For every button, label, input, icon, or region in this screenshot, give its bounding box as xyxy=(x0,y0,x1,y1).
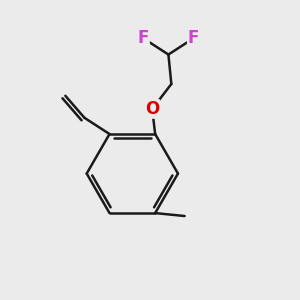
Text: O: O xyxy=(145,100,159,118)
Text: F: F xyxy=(188,29,199,47)
Text: F: F xyxy=(138,29,149,47)
